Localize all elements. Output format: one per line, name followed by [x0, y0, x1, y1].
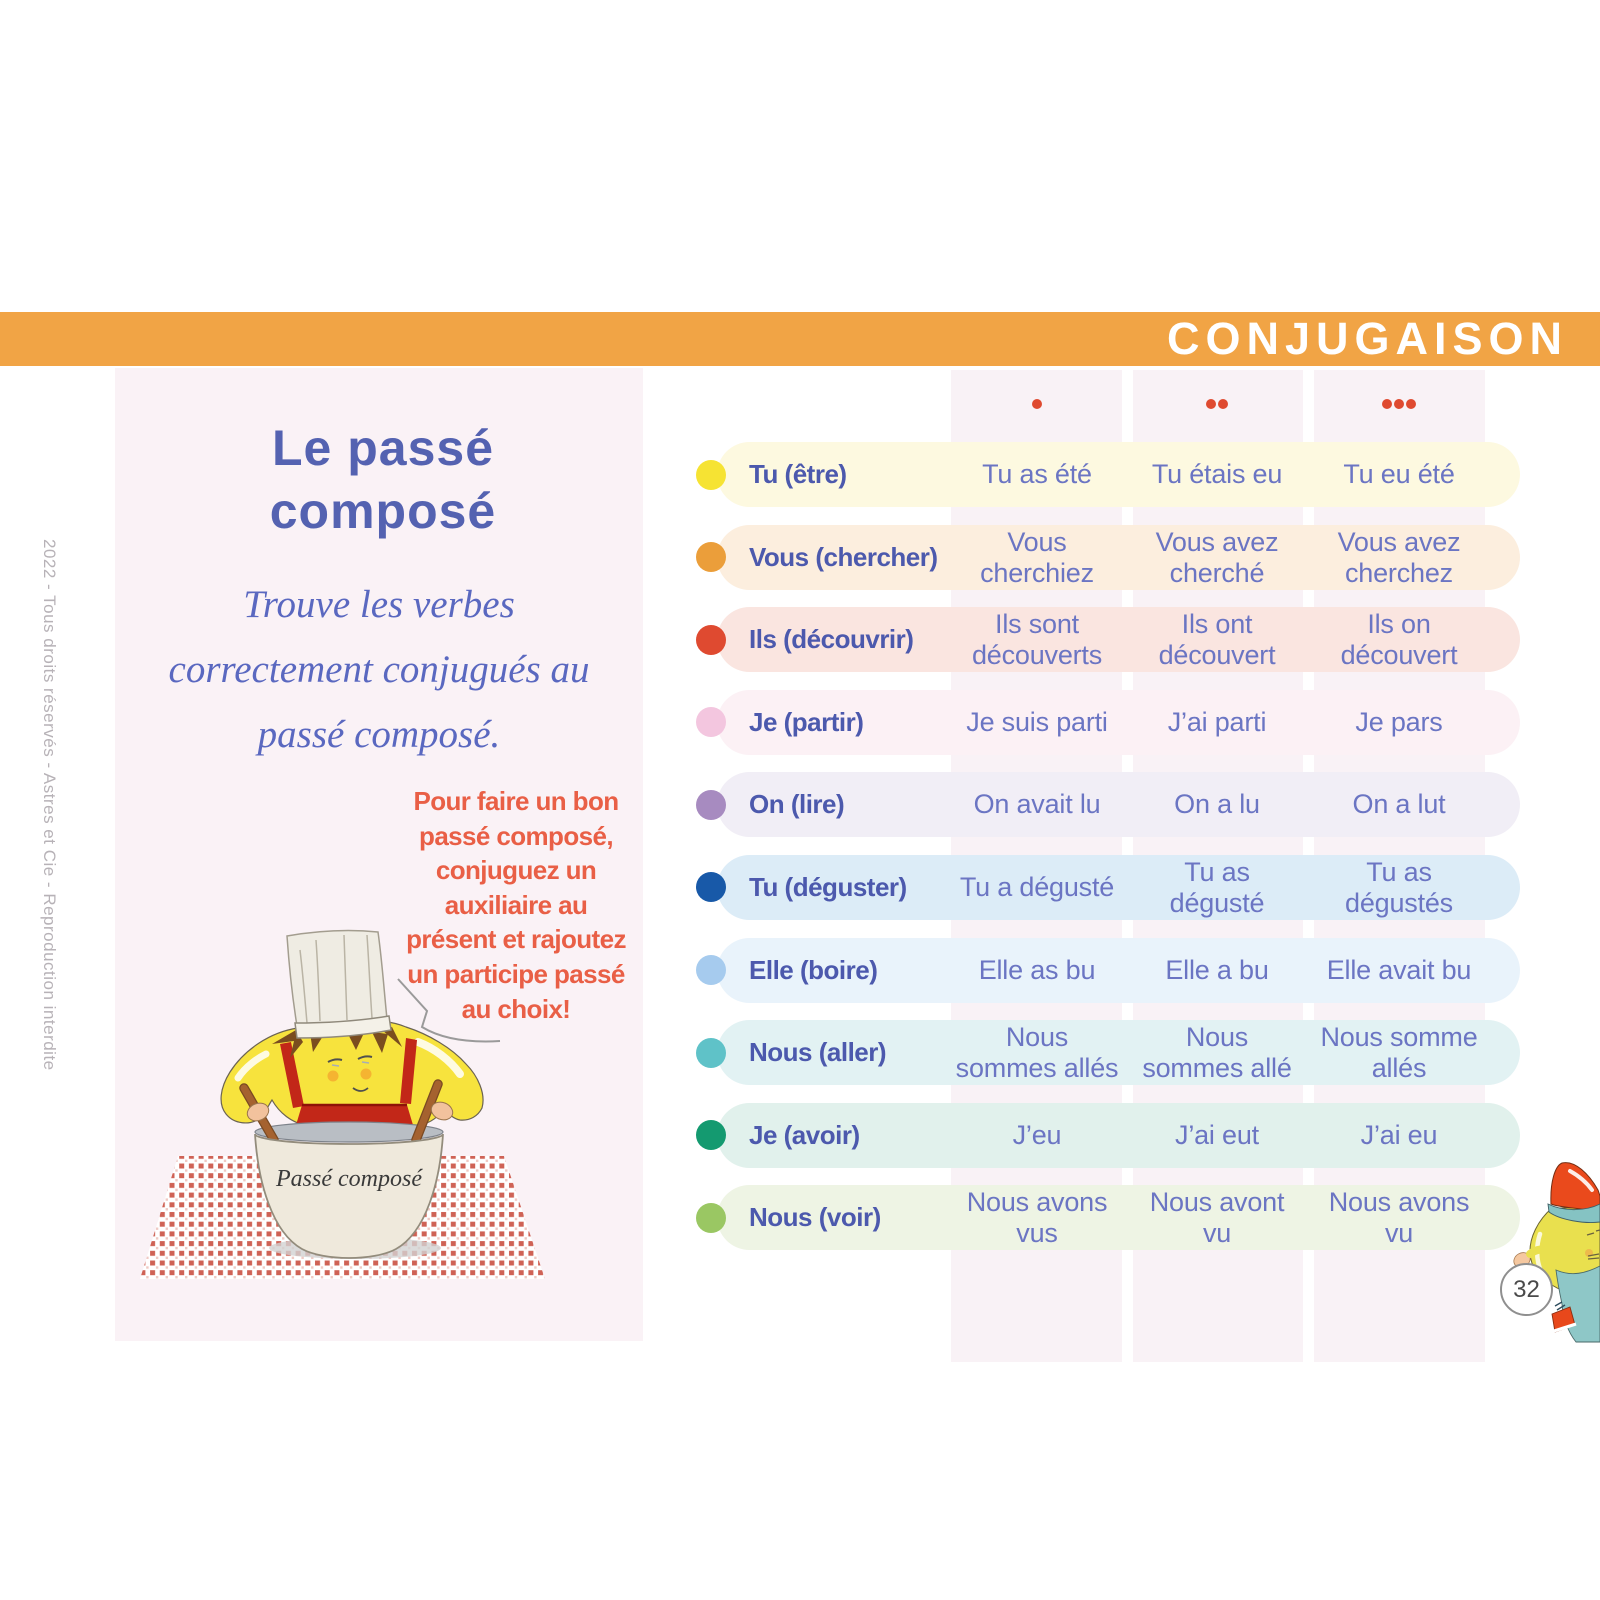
svg-text:Passé composé: Passé composé [275, 1166, 423, 1192]
